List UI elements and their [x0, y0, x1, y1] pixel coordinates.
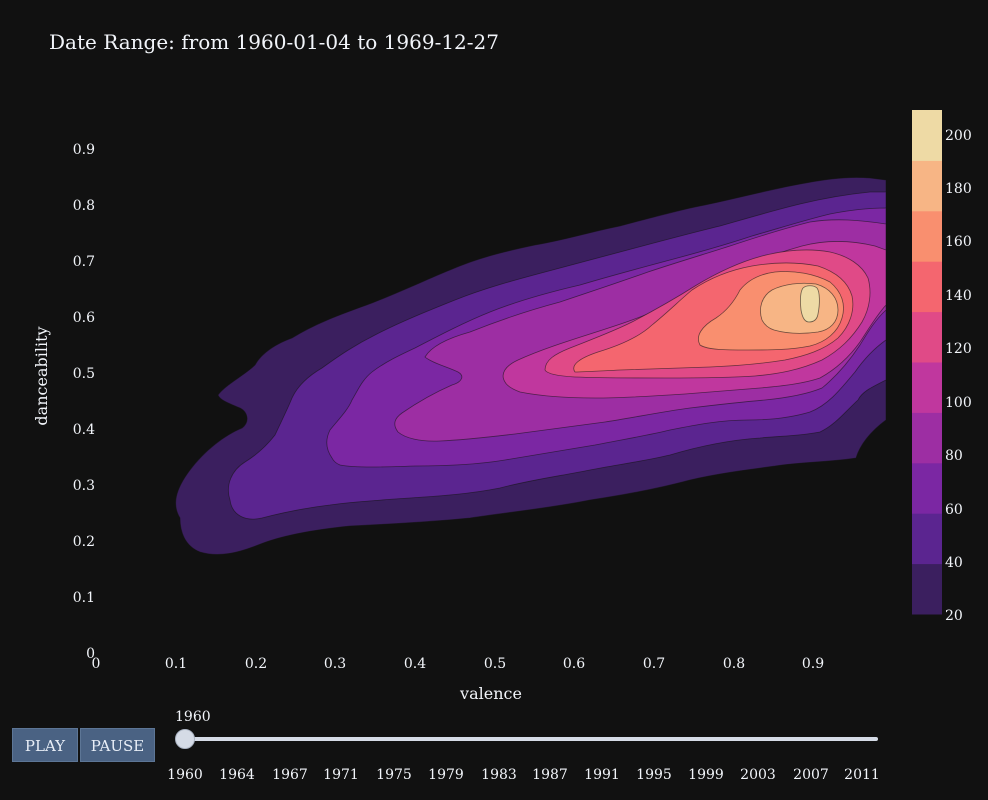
slider-tick-label[interactable]: 1999	[688, 767, 724, 783]
y-tick-label: 0.2	[73, 534, 95, 550]
slider-tick-label[interactable]: 2011	[844, 767, 880, 783]
x-tick-label: 0.8	[723, 656, 745, 672]
colorbar-tick-label: 180	[945, 181, 972, 197]
y-tick-label: 0.4	[73, 422, 95, 438]
colorbar-band	[912, 362, 942, 413]
y-tick-label: 0.1	[73, 590, 95, 606]
colorbar-band	[912, 210, 942, 262]
colorbar-band	[912, 412, 942, 464]
x-tick-label: 0.7	[643, 656, 665, 672]
slider-tick-label[interactable]: 2007	[793, 767, 829, 783]
colorbar-band	[912, 563, 942, 615]
x-tick-label: 0.6	[563, 656, 585, 672]
play-button[interactable]: PLAY	[12, 728, 78, 762]
slider-tick-label[interactable]: 1983	[481, 767, 517, 783]
colorbar-tick-label: 60	[945, 502, 963, 518]
y-tick-label: 0.7	[73, 254, 95, 270]
slider-tick-label[interactable]: 2003	[740, 767, 776, 783]
y-tick-label: 0.6	[73, 310, 95, 326]
colorbar-band	[912, 110, 942, 161]
y-tick-label: 0.3	[73, 478, 95, 494]
slider-tick-label[interactable]: 1960	[167, 767, 203, 783]
x-tick-label: 0.2	[245, 656, 267, 672]
colorbar-band	[912, 160, 942, 212]
colorbar-tick-label: 100	[945, 395, 972, 411]
colorbar-tick-label: 40	[945, 555, 963, 571]
y-tick-label: 0.9	[73, 142, 95, 158]
chart-title: Date Range: from 1960-01-04 to 1969-12-2…	[49, 30, 499, 54]
slider-tick-label[interactable]: 1964	[219, 767, 255, 783]
colorbar-band	[912, 261, 942, 313]
colorbar-tick-label: 80	[945, 448, 963, 464]
year-slider-handle[interactable]	[175, 729, 195, 749]
contour-level-200	[800, 285, 820, 323]
colorbar-tick-label: 120	[945, 341, 972, 357]
slider-tick-label[interactable]: 1967	[272, 767, 308, 783]
y-tick-label: 0	[86, 646, 95, 662]
slider-current-value: 1960	[175, 709, 211, 725]
year-slider-track[interactable]	[184, 737, 878, 741]
colorbar-tick-label: 160	[945, 234, 972, 250]
slider-tick-label[interactable]: 1987	[532, 767, 568, 783]
x-tick-label: 0.1	[165, 656, 187, 672]
pause-button[interactable]: PAUSE	[80, 728, 155, 762]
x-tick-label: 0.9	[802, 656, 824, 672]
x-axis-title: valence	[459, 684, 522, 703]
x-tick-label: 0.5	[484, 656, 506, 672]
colorbar-band	[912, 311, 942, 363]
colorbar-band	[912, 462, 942, 514]
y-tick-label: 0.5	[73, 366, 95, 382]
colorbar: 20 40 60 80 100 120 140 160 180 200	[912, 110, 972, 624]
slider-tick-label[interactable]: 1995	[636, 767, 672, 783]
contour-level-180	[760, 282, 839, 334]
slider-tick-label[interactable]: 1971	[323, 767, 359, 783]
slider-tick-label[interactable]: 1979	[428, 767, 464, 783]
slider-tick-label[interactable]: 1991	[584, 767, 620, 783]
colorbar-tick-label: 200	[945, 128, 972, 144]
plot-area	[175, 177, 886, 555]
colorbar-tick-label: 140	[945, 288, 972, 304]
colorbar-tick-label: 20	[945, 608, 963, 624]
x-axis: 0 0.1 0.2 0.3 0.4 0.5 0.6 0.7 0.8 0.9	[92, 656, 825, 672]
x-tick-label: 0.4	[404, 656, 426, 672]
slider-tick-label[interactable]: 1975	[376, 767, 412, 783]
x-tick-label: 0	[92, 656, 101, 672]
y-tick-label: 0.8	[73, 198, 95, 214]
colorbar-band	[912, 513, 942, 565]
y-axis: 0 0.1 0.2 0.3 0.4 0.5 0.6 0.7 0.8 0.9	[73, 142, 95, 662]
x-tick-label: 0.3	[324, 656, 346, 672]
y-axis-title: danceability	[32, 326, 51, 425]
